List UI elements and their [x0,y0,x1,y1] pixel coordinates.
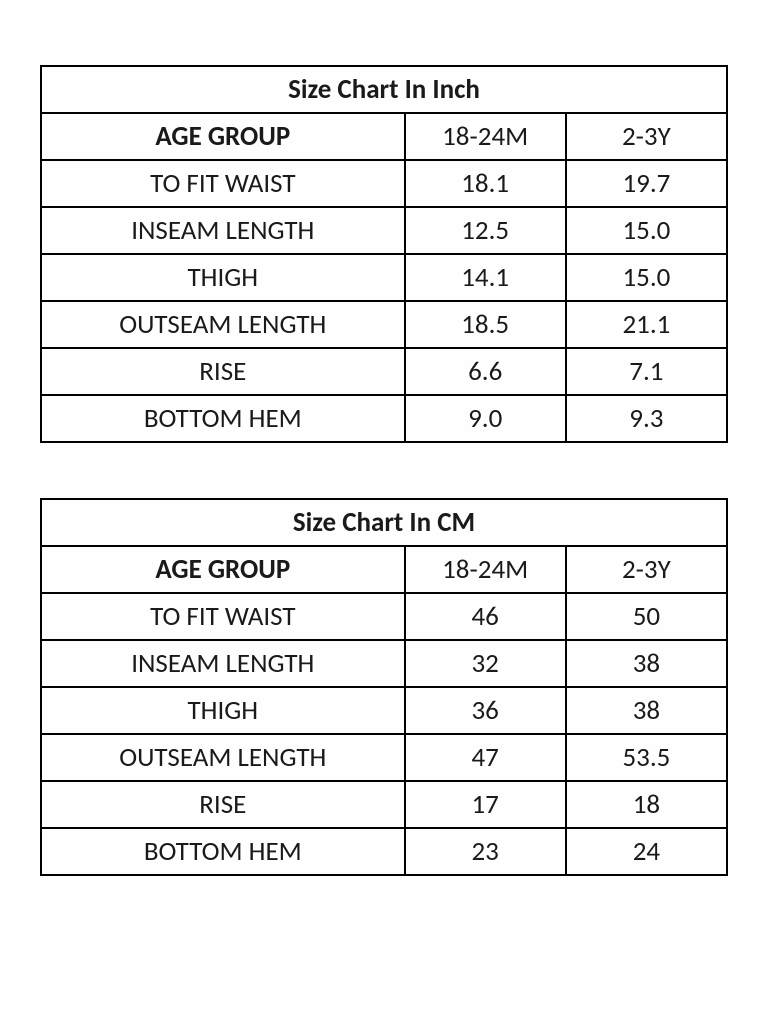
row-value: 32 [405,640,566,687]
row-label: INSEAM LENGTH [41,640,405,687]
row-label: TO FIT WAIST [41,160,405,207]
row-value: 7.1 [566,348,727,395]
size-chart-inch: Size Chart In Inch AGE GROUP 18-24M 2-3Y… [40,65,728,443]
row-label: OUTSEAM LENGTH [41,301,405,348]
table-title: Size Chart In CM [41,499,727,546]
table-row: TO FIT WAIST 18.1 19.7 [41,160,727,207]
row-label: BOTTOM HEM [41,828,405,875]
header-size-2: 2-3Y [566,546,727,593]
table-row: BOTTOM HEM 23 24 [41,828,727,875]
table-row: THIGH 14.1 15.0 [41,254,727,301]
row-label: INSEAM LENGTH [41,207,405,254]
row-value: 21.1 [566,301,727,348]
header-row: AGE GROUP 18-24M 2-3Y [41,113,727,160]
title-row: Size Chart In CM [41,499,727,546]
row-value: 19.7 [566,160,727,207]
row-label: THIGH [41,254,405,301]
header-size-1: 18-24M [405,113,566,160]
row-value: 53.5 [566,734,727,781]
table-row: OUTSEAM LENGTH 18.5 21.1 [41,301,727,348]
table-row: INSEAM LENGTH 12.5 15.0 [41,207,727,254]
row-value: 18.5 [405,301,566,348]
table-row: THIGH 36 38 [41,687,727,734]
table-title: Size Chart In Inch [41,66,727,113]
row-value: 46 [405,593,566,640]
row-value: 6.6 [405,348,566,395]
row-value: 18.1 [405,160,566,207]
table-row: RISE 17 18 [41,781,727,828]
header-size-2: 2-3Y [566,113,727,160]
header-age-group: AGE GROUP [41,546,405,593]
header-size-1: 18-24M [405,546,566,593]
row-value: 15.0 [566,254,727,301]
row-value: 14.1 [405,254,566,301]
row-value: 12.5 [405,207,566,254]
row-value: 36 [405,687,566,734]
row-value: 9.3 [566,395,727,442]
row-value: 18 [566,781,727,828]
table-row: BOTTOM HEM 9.0 9.3 [41,395,727,442]
row-label: RISE [41,781,405,828]
title-row: Size Chart In Inch [41,66,727,113]
row-value: 17 [405,781,566,828]
row-label: RISE [41,348,405,395]
row-value: 38 [566,687,727,734]
size-chart-cm: Size Chart In CM AGE GROUP 18-24M 2-3Y T… [40,498,728,876]
row-label: BOTTOM HEM [41,395,405,442]
table-row: INSEAM LENGTH 32 38 [41,640,727,687]
header-age-group: AGE GROUP [41,113,405,160]
table-row: OUTSEAM LENGTH 47 53.5 [41,734,727,781]
row-value: 24 [566,828,727,875]
row-label: THIGH [41,687,405,734]
row-value: 15.0 [566,207,727,254]
row-value: 9.0 [405,395,566,442]
row-value: 38 [566,640,727,687]
row-value: 47 [405,734,566,781]
row-label: OUTSEAM LENGTH [41,734,405,781]
row-value: 23 [405,828,566,875]
row-label: TO FIT WAIST [41,593,405,640]
table-row: RISE 6.6 7.1 [41,348,727,395]
row-value: 50 [566,593,727,640]
table-row: TO FIT WAIST 46 50 [41,593,727,640]
header-row: AGE GROUP 18-24M 2-3Y [41,546,727,593]
